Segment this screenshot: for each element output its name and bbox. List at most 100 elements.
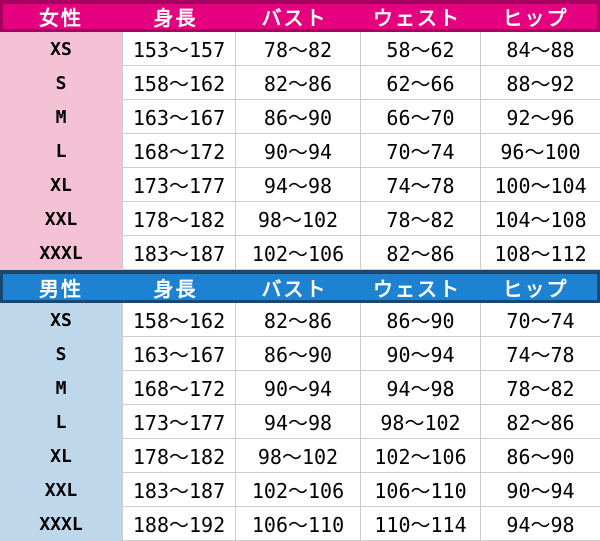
size-label-cell: L — [0, 134, 122, 168]
table-row: XS 158～162 82～86 86～90 70～74 — [0, 303, 600, 337]
height-cell: 173～177 — [122, 405, 235, 439]
hip-cell: 86～90 — [480, 439, 600, 473]
hip-cell: 94～98 — [480, 507, 600, 541]
height-cell: 163～167 — [122, 100, 235, 134]
hip-header-cell: ヒップ — [502, 276, 569, 301]
hip-cell: 90～94 — [480, 473, 600, 507]
bust-cell: 106～110 — [235, 507, 360, 541]
table-row: S 158～162 82～86 62～66 88～92 — [0, 66, 600, 100]
size-label-cell: XS — [0, 32, 122, 66]
table-row: XXXL 183～187 102～106 82～86 108～112 — [0, 236, 600, 270]
hip-cell: 88～92 — [480, 66, 600, 100]
waist-cell: 90～94 — [360, 337, 480, 371]
bust-cell: 90～94 — [235, 371, 360, 405]
size-label-cell: XXL — [0, 473, 122, 507]
height-header-cell: 身長 — [153, 276, 198, 301]
size-label-cell: XS — [0, 303, 122, 337]
table-row: XXL 183～187 102～106 106～110 90～94 — [0, 473, 600, 507]
height-cell: 183～187 — [122, 473, 235, 507]
size-label-cell: S — [0, 66, 122, 100]
bust-cell: 102～106 — [235, 473, 360, 507]
size-label-cell: XXXL — [0, 507, 122, 541]
size-label-cell: XXL — [0, 202, 122, 236]
waist-cell: 110～114 — [360, 507, 480, 541]
bust-cell: 86～90 — [235, 100, 360, 134]
waist-cell: 66～70 — [360, 100, 480, 134]
height-cell: 158～162 — [122, 303, 235, 337]
size-label-cell: M — [0, 100, 122, 134]
hip-cell: 82～86 — [480, 405, 600, 439]
table-row: M 163～167 86～90 66～70 92～96 — [0, 100, 600, 134]
hip-cell: 84～88 — [480, 32, 600, 66]
waist-cell: 70～74 — [360, 134, 480, 168]
waist-header-cell: ウェスト — [373, 276, 461, 301]
bust-cell: 98～102 — [235, 202, 360, 236]
size-label-cell: M — [0, 371, 122, 405]
waist-cell: 106～110 — [360, 473, 480, 507]
table-row: L 173～177 94～98 98～102 82～86 — [0, 405, 600, 439]
bust-cell: 102～106 — [235, 236, 360, 270]
bust-cell: 86～90 — [235, 337, 360, 371]
table-row: XXXL 188～192 106～110 110～114 94～98 — [0, 507, 600, 541]
table-row: XXL 178～182 98～102 78～82 104～108 — [0, 202, 600, 236]
size-label-cell: XL — [0, 439, 122, 473]
waist-cell: 58～62 — [360, 32, 480, 66]
height-cell: 163～167 — [122, 337, 235, 371]
hip-cell: 78～82 — [480, 371, 600, 405]
waist-cell: 98～102 — [360, 405, 480, 439]
bust-cell: 82～86 — [235, 66, 360, 100]
waist-cell: 102～106 — [360, 439, 480, 473]
waist-cell: 94～98 — [360, 371, 480, 405]
section-body: XS 158～162 82～86 86～90 70～74 S 163～167 8… — [0, 303, 600, 541]
height-cell: 178～182 — [122, 202, 235, 236]
bust-header-cell: バスト — [261, 6, 328, 29]
men-section: 男性 身長 バスト ウェスト ヒップ XS 158～162 82～86 86～9… — [0, 270, 600, 541]
bust-cell: 94～98 — [235, 168, 360, 202]
waist-header-cell: ウェスト — [373, 6, 461, 29]
bust-cell: 94～98 — [235, 405, 360, 439]
bust-header-cell: バスト — [261, 276, 328, 301]
men-header-row: 男性 身長 バスト ウェスト ヒップ — [0, 270, 600, 303]
height-cell: 178～182 — [122, 439, 235, 473]
height-cell: 153～157 — [122, 32, 235, 66]
bust-cell: 82～86 — [235, 303, 360, 337]
hip-cell: 92～96 — [480, 100, 600, 134]
waist-cell: 82～86 — [360, 236, 480, 270]
bust-cell: 78～82 — [235, 32, 360, 66]
height-cell: 188～192 — [122, 507, 235, 541]
table-row: XL 178～182 98～102 102～106 86～90 — [0, 439, 600, 473]
women-section: 女性 身長 バスト ウェスト ヒップ XS 153～157 78～82 58～6… — [0, 0, 600, 270]
height-cell: 173～177 — [122, 168, 235, 202]
table-row: S 163～167 86～90 90～94 74～78 — [0, 337, 600, 371]
size-label-cell: XL — [0, 168, 122, 202]
section-body: XS 153～157 78～82 58～62 84～88 S 158～162 8… — [0, 32, 600, 270]
hip-header-cell: ヒップ — [502, 6, 569, 29]
women-header-row: 女性 身長 バスト ウェスト ヒップ — [0, 0, 600, 32]
bust-cell: 98～102 — [235, 439, 360, 473]
hip-cell: 70～74 — [480, 303, 600, 337]
waist-cell: 62～66 — [360, 66, 480, 100]
hip-cell: 74～78 — [480, 337, 600, 371]
height-cell: 168～172 — [122, 371, 235, 405]
waist-cell: 78～82 — [360, 202, 480, 236]
table-row: XS 153～157 78～82 58～62 84～88 — [0, 32, 600, 66]
bust-cell: 90～94 — [235, 134, 360, 168]
height-cell: 158～162 — [122, 66, 235, 100]
hip-cell: 104～108 — [480, 202, 600, 236]
women-gender-header-cell: 女性 — [39, 6, 83, 29]
height-cell: 183～187 — [122, 236, 235, 270]
waist-cell: 86～90 — [360, 303, 480, 337]
table-row: XL 173～177 94～98 74～78 100～104 — [0, 168, 600, 202]
size-label-cell: S — [0, 337, 122, 371]
hip-cell: 100～104 — [480, 168, 600, 202]
hip-cell: 96～100 — [480, 134, 600, 168]
men-gender-header-cell: 男性 — [39, 276, 83, 301]
waist-cell: 74～78 — [360, 168, 480, 202]
table-row: L 168～172 90～94 70～74 96～100 — [0, 134, 600, 168]
height-header-cell: 身長 — [153, 6, 198, 29]
table-row: M 168～172 90～94 94～98 78～82 — [0, 371, 600, 405]
size-label-cell: L — [0, 405, 122, 439]
height-cell: 168～172 — [122, 134, 235, 168]
hip-cell: 108～112 — [480, 236, 600, 270]
